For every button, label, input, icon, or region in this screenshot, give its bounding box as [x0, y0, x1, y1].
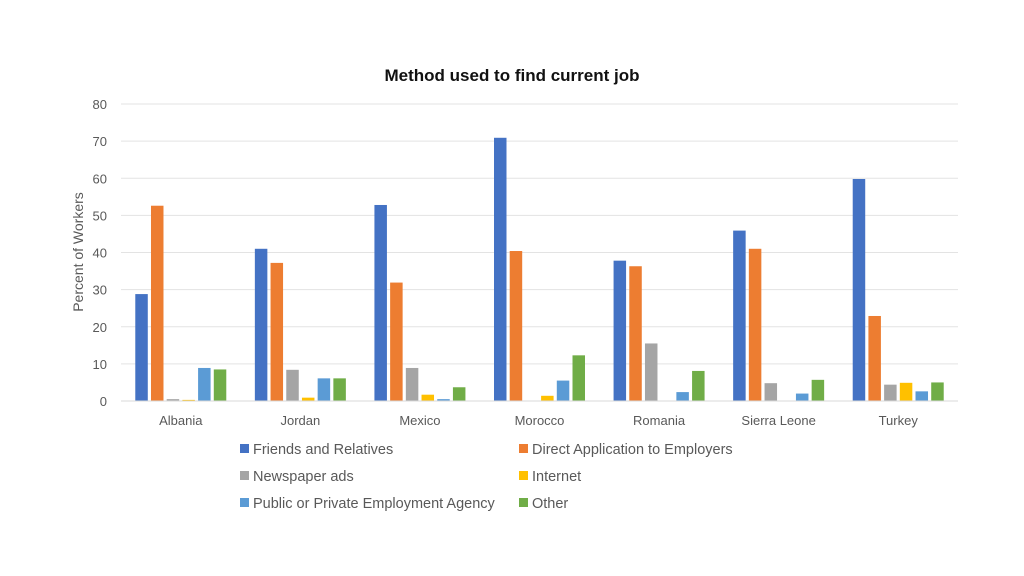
bar: [374, 204, 387, 401]
x-tick-label: Albania: [159, 413, 203, 428]
bar: [213, 369, 227, 401]
bar: [286, 369, 299, 401]
bars: [135, 137, 944, 401]
y-tick-label: 60: [93, 171, 107, 186]
x-tick-label: Sierra Leone: [741, 413, 815, 428]
bar: [541, 395, 554, 401]
x-axis-ticks: Albania Jordan Mexico Morocco Romania Sierra …: [159, 413, 918, 428]
y-tick-label: 70: [93, 134, 107, 149]
bar: [452, 387, 466, 401]
bar: [270, 262, 284, 401]
bar: [301, 397, 315, 401]
legend-label: Other: [532, 496, 568, 512]
bar: [811, 379, 825, 401]
legend-swatch: [240, 471, 249, 480]
bar: [135, 294, 148, 401]
bar: [556, 380, 570, 401]
bar: [629, 266, 642, 401]
bar: [899, 382, 913, 401]
bar: [613, 260, 627, 401]
bar: [509, 251, 523, 401]
bar: [868, 315, 881, 401]
bar: [692, 370, 705, 401]
bar: [931, 382, 944, 401]
x-tick-label: Morocco: [515, 413, 565, 428]
bar: [317, 378, 331, 401]
y-axis-ticks: 0 10 20 30 40 50 60 70 80: [93, 97, 107, 409]
legend-swatch: [519, 498, 528, 507]
bar: [884, 384, 897, 401]
bar: [676, 392, 689, 401]
bar: [764, 383, 778, 401]
bar: [182, 399, 195, 401]
bar: [198, 367, 211, 401]
bar: [405, 367, 419, 401]
y-tick-label: 0: [100, 394, 107, 409]
x-tick-label: Jordan: [280, 413, 320, 428]
legend-label: Internet: [532, 469, 581, 485]
legend-swatch: [240, 498, 249, 507]
bar: [915, 391, 929, 401]
legend-label: Newspaper ads: [253, 469, 354, 485]
bar: [254, 248, 268, 401]
legend-label: Direct Application to Employers: [532, 442, 733, 458]
x-tick-label: Turkey: [879, 413, 919, 428]
bar: [795, 393, 809, 401]
y-tick-label: 10: [93, 357, 107, 372]
bar: [852, 178, 866, 401]
bar: [421, 394, 435, 401]
legend-label: Friends and Relatives: [253, 442, 393, 458]
bar: [733, 230, 746, 401]
y-axis-label: Percent of Workers: [70, 192, 86, 312]
y-tick-label: 40: [93, 246, 107, 261]
bar: [150, 205, 164, 401]
legend-swatch: [240, 444, 249, 453]
chart-title: Method used to find current job: [385, 66, 640, 85]
bar: [494, 137, 507, 401]
x-tick-label: Romania: [633, 413, 686, 428]
y-tick-label: 20: [93, 320, 107, 335]
bar: [390, 282, 403, 401]
bar: [748, 248, 762, 401]
bar: [333, 378, 346, 401]
y-tick-label: 30: [93, 283, 107, 298]
legend-swatch: [519, 444, 528, 453]
y-tick-label: 80: [93, 97, 107, 112]
bar: [644, 343, 658, 401]
y-tick-label: 50: [93, 208, 107, 223]
legend-label: Public or Private Employment Agency: [253, 496, 496, 512]
bar: [572, 355, 585, 401]
gridlines: [121, 103, 958, 365]
bar: [437, 399, 450, 401]
legend: Friends and Relatives Direct Application …: [240, 442, 733, 512]
legend-swatch: [519, 471, 528, 480]
bar: [166, 399, 180, 401]
x-tick-label: Mexico: [399, 413, 440, 428]
